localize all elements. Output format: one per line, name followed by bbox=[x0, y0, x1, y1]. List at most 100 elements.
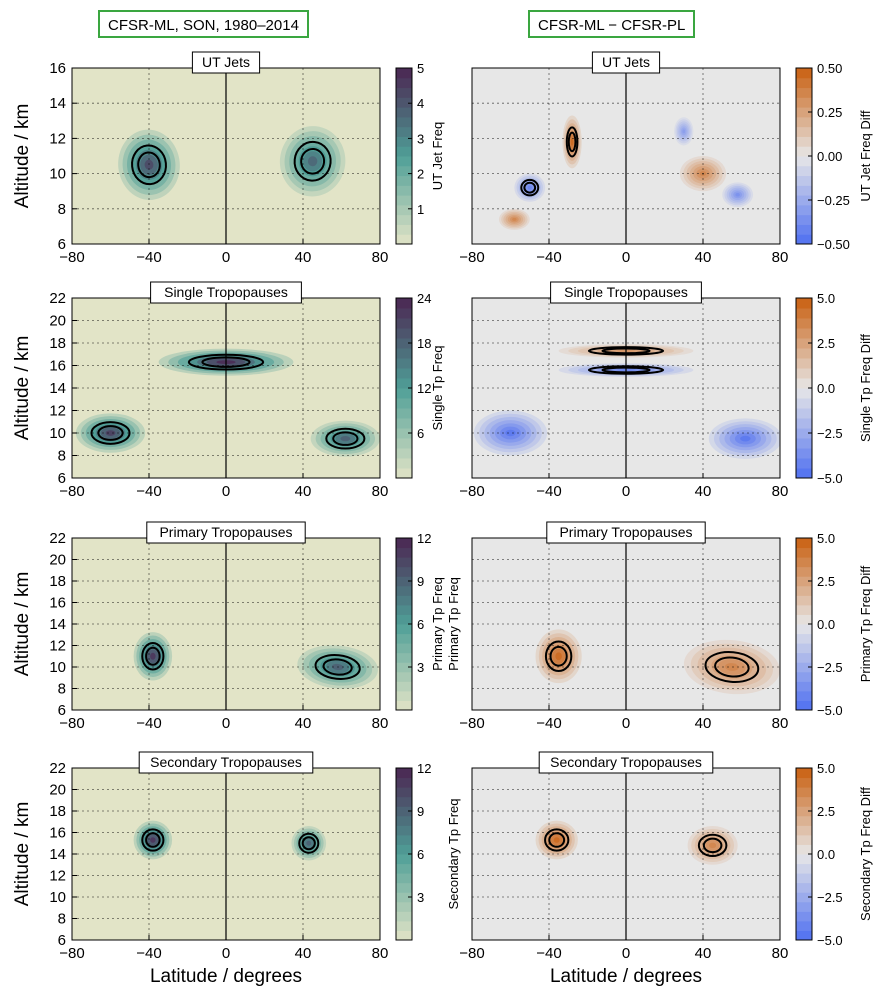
colorbar-band bbox=[796, 815, 812, 826]
y-tick-label: 8 bbox=[58, 448, 66, 465]
colorbar-band bbox=[796, 671, 812, 682]
colorbar-tick-label: 4 bbox=[417, 96, 424, 111]
colorbar-band bbox=[796, 165, 812, 177]
y-tick-label: 8 bbox=[58, 201, 66, 218]
colorbar-band bbox=[396, 165, 412, 177]
colorbar-tick-label: 0.25 bbox=[817, 105, 842, 120]
field-level bbox=[570, 138, 574, 146]
plot-field bbox=[133, 820, 327, 861]
colorbar: −0.50 −0.25 0.00 0.25 0.50 UT Jet Freq Diff bbox=[795, 61, 873, 252]
panel-title: Secondary Tropopauses bbox=[550, 754, 702, 770]
x-tick-label: 40 bbox=[695, 715, 712, 732]
field-level bbox=[709, 842, 717, 849]
colorbar-band bbox=[396, 681, 412, 692]
x-tick-label: 0 bbox=[622, 945, 630, 962]
colorbar-band bbox=[396, 224, 412, 235]
colorbar-band bbox=[396, 576, 412, 587]
colorbar-band bbox=[396, 77, 412, 89]
colorbar-band bbox=[396, 204, 412, 216]
panel-3: −80 −40 0 40 80 6 8 10 12 14 16 18 20 22 Altitude / km… bbox=[12, 281, 445, 500]
plot-field bbox=[535, 629, 780, 695]
contour-line bbox=[141, 828, 165, 852]
y-tick-label: 8 bbox=[58, 911, 66, 928]
colorbar-band bbox=[396, 438, 412, 449]
colorbar-tick-label: 12 bbox=[417, 381, 431, 396]
y-tick-label: 16 bbox=[49, 595, 66, 612]
colorbar-band bbox=[396, 68, 412, 79]
colorbar-band bbox=[396, 136, 412, 147]
y-tick-label: 16 bbox=[49, 358, 66, 375]
colorbar-band bbox=[796, 920, 812, 931]
field-level bbox=[682, 129, 686, 134]
colorbar-tick-label: 6 bbox=[417, 617, 424, 632]
y-tick-label: 14 bbox=[49, 380, 66, 397]
colorbar-band bbox=[396, 126, 412, 137]
field-level bbox=[725, 663, 739, 671]
colorbar-band bbox=[396, 815, 412, 826]
colorbar-band bbox=[796, 358, 812, 369]
colorbar-band bbox=[796, 844, 812, 855]
x-tick-label: −40 bbox=[136, 715, 161, 732]
x-axis-label: Latitude / degrees bbox=[550, 966, 702, 987]
colorbar-band bbox=[396, 566, 412, 577]
y-tick-label: 8 bbox=[58, 681, 66, 698]
colorbar-band bbox=[796, 547, 812, 558]
y-tick-label: 22 bbox=[49, 760, 66, 777]
contour-line bbox=[131, 144, 167, 186]
panel-title: UT Jets bbox=[602, 54, 650, 70]
contour-line bbox=[325, 427, 366, 450]
field-level bbox=[340, 436, 351, 442]
contour-line bbox=[704, 651, 760, 683]
y-tick-label: 22 bbox=[49, 530, 66, 547]
field-level bbox=[306, 840, 312, 846]
colorbar-band bbox=[396, 328, 412, 339]
x-tick-label: 40 bbox=[695, 249, 712, 266]
colorbar-tick-label: 2.5 bbox=[817, 336, 835, 351]
field-level bbox=[150, 652, 156, 660]
colorbar-band bbox=[796, 624, 812, 635]
colorbar-tick-label: 2.5 bbox=[817, 574, 835, 589]
x-tick-label: −80 bbox=[59, 945, 84, 962]
colorbar-band bbox=[796, 195, 812, 206]
panel-title-box bbox=[550, 281, 702, 304]
colorbar-band bbox=[796, 298, 812, 309]
colorbar-band bbox=[396, 595, 412, 606]
panel-title: Secondary Tropopauses bbox=[150, 754, 302, 770]
plot-field bbox=[118, 126, 346, 200]
colorbar-band bbox=[796, 438, 812, 449]
colorbar-band bbox=[396, 911, 412, 922]
field-level bbox=[307, 156, 318, 167]
panel-title-box bbox=[591, 51, 661, 74]
panel-6: −80 −40 0 40 80 Primary Tp Freq Primary Tropop… bbox=[446, 521, 873, 732]
x-tick-label: 80 bbox=[772, 715, 789, 732]
colorbar-band bbox=[396, 358, 412, 369]
colorbar-band bbox=[396, 652, 412, 663]
colorbar-band bbox=[796, 604, 812, 615]
colorbar-label: Primary Tp Freq Diff bbox=[858, 565, 873, 682]
colorbar-band bbox=[396, 398, 412, 409]
contour-line bbox=[332, 431, 359, 446]
x-tick-label: 0 bbox=[622, 483, 630, 500]
colorbar-band bbox=[396, 538, 412, 549]
colorbar-band bbox=[396, 671, 412, 682]
panel-title-box bbox=[150, 281, 302, 304]
colorbar-tick-label: 5 bbox=[417, 61, 424, 76]
colorbar-band bbox=[796, 388, 812, 399]
field-level bbox=[555, 652, 562, 661]
colorbar-band bbox=[796, 87, 812, 98]
colorbar-band bbox=[396, 428, 412, 439]
x-axis-label: Latitude / degrees bbox=[150, 966, 302, 987]
colorbar-tick-label: 18 bbox=[417, 336, 431, 351]
colorbar-band bbox=[796, 768, 812, 779]
y-tick-label: 18 bbox=[49, 335, 66, 352]
colorbar-band bbox=[396, 318, 412, 329]
colorbar-label: UT Jet Freq bbox=[430, 122, 445, 190]
colorbar-band bbox=[396, 643, 412, 654]
colorbar-tick-label: 9 bbox=[417, 574, 424, 589]
y-tick-label: 18 bbox=[49, 803, 66, 820]
colorbar-band bbox=[796, 185, 812, 196]
colorbar-band bbox=[396, 418, 412, 429]
panel-2: −80 −40 0 40 80 UT Jets −0.50 −0.25 0.00 0.25 0.50… bbox=[459, 51, 873, 266]
colorbar-band bbox=[796, 681, 812, 692]
colorbar-band bbox=[796, 576, 812, 587]
